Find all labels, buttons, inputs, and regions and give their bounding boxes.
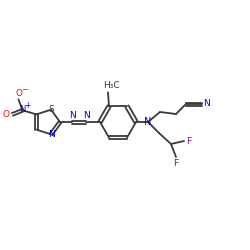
Text: −: − (21, 85, 28, 94)
Text: N: N (144, 117, 152, 127)
Text: S: S (48, 105, 54, 114)
Text: O: O (3, 110, 10, 119)
Text: F: F (186, 136, 192, 145)
Text: F: F (174, 158, 178, 168)
Text: N: N (68, 112, 75, 120)
Text: N: N (48, 130, 54, 139)
Text: O: O (16, 89, 23, 98)
Text: N: N (82, 112, 89, 120)
Text: N: N (19, 105, 26, 114)
Text: H₃C: H₃C (103, 81, 119, 90)
Text: +: + (24, 101, 31, 110)
Text: N: N (204, 100, 210, 108)
